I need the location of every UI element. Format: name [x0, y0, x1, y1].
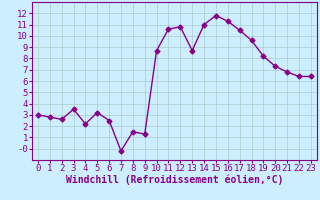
X-axis label: Windchill (Refroidissement éolien,°C): Windchill (Refroidissement éolien,°C) — [66, 175, 283, 185]
